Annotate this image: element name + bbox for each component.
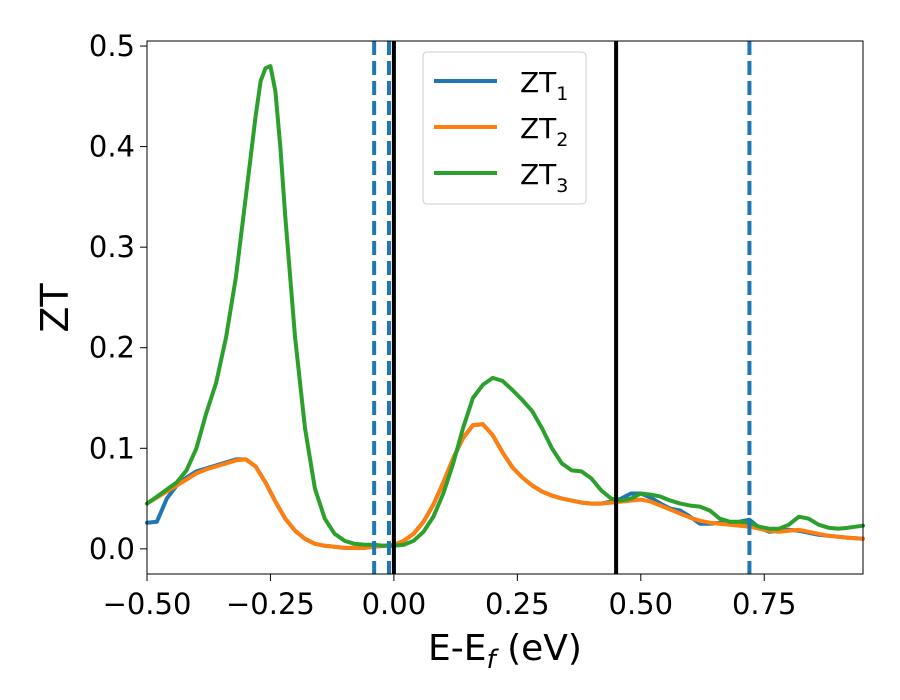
y-tick-label: 0.1 [89,431,135,465]
x-axis-ticks: −0.50 −0.25 0.00 0.25 0.50 0.75 [103,574,797,621]
x-axis-label: E-Ef (eV) [428,628,582,675]
y-axis-ticks: 0.0 0.1 0.2 0.3 0.4 0.5 [89,29,147,566]
y-tick-label: 0.2 [89,331,135,365]
series-line-zt3 [145,64,865,548]
y-tick-label: 0.0 [89,532,135,566]
x-tick-label: −0.25 [226,587,315,621]
y-tick-label: 0.5 [89,29,135,63]
series-line-zt2 [145,422,865,550]
x-tick-label: 0.00 [362,587,427,621]
series-lines [145,64,865,550]
y-tick-label: 0.4 [89,130,135,164]
legend: ZT1 ZT2 ZT3 [422,51,587,205]
plot-frame [146,40,864,575]
legend-label-zt1: ZT1 [520,66,568,105]
x-tick-label: 0.50 [609,587,674,621]
legend-box [422,51,587,205]
y-tick-label: 0.3 [89,230,135,264]
legend-label-zt3: ZT3 [520,158,568,197]
x-tick-label: 0.75 [732,587,797,621]
legend-label-zt2: ZT2 [520,112,568,151]
x-tick-label: 0.25 [485,587,550,621]
y-axis-label: ZT [33,283,77,333]
x-tick-label: −0.50 [103,587,192,621]
reference-lines [372,41,752,574]
